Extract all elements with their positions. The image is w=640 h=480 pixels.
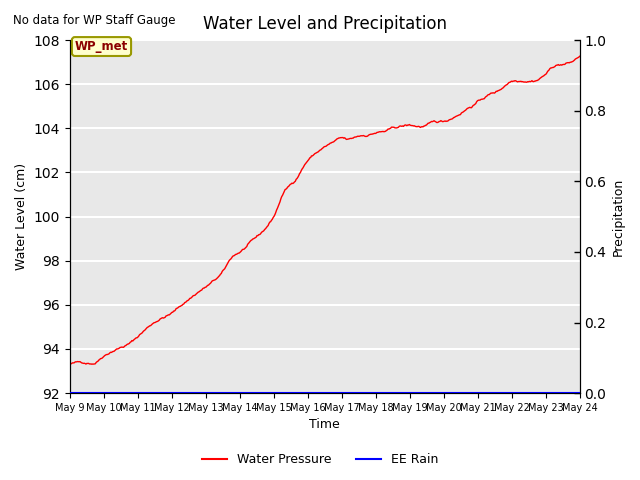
Title: Water Level and Precipitation: Water Level and Precipitation bbox=[203, 15, 447, 33]
Text: No data for WP Staff Gauge: No data for WP Staff Gauge bbox=[13, 14, 175, 27]
X-axis label: Time: Time bbox=[309, 419, 340, 432]
Y-axis label: Precipitation: Precipitation bbox=[612, 178, 625, 256]
Legend: Water Pressure, EE Rain: Water Pressure, EE Rain bbox=[196, 448, 444, 471]
Text: WP_met: WP_met bbox=[75, 40, 128, 53]
Y-axis label: Water Level (cm): Water Level (cm) bbox=[15, 163, 28, 270]
